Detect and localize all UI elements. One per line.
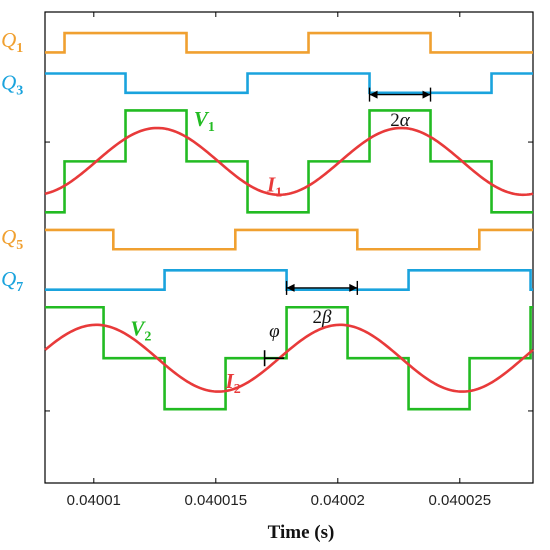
series-group (44, 31, 534, 411)
label-V1: V1 (194, 107, 215, 135)
series-Q1 (45, 31, 533, 54)
plot-frame (44, 11, 534, 484)
dimension-label: 2α (390, 110, 411, 131)
phase-shift-marker (263, 350, 285, 367)
series-V1 (45, 109, 533, 214)
label-Q5: Q5 (1, 225, 23, 253)
x-tick-label: 0.040025 (429, 492, 492, 509)
series-labels: Q1 Q3 V1 I1 Q5 Q7 V2 I2 (1, 28, 282, 397)
series-Q7 (45, 269, 533, 291)
series-I2 (44, 323, 534, 393)
label-V2: V2 (130, 316, 151, 344)
label-Q7: Q7 (1, 267, 23, 295)
label-I1: I1 (266, 172, 282, 200)
dimension-label: 2β (312, 307, 332, 328)
ticks: 0.04001 0.040015 0.04002 0.040025 (45, 12, 533, 509)
label-I2: I2 (225, 369, 241, 397)
x-axis-label: Time (s) (268, 522, 335, 543)
label-Q1: Q1 (1, 28, 23, 56)
series-Q3 (45, 72, 533, 95)
phase-label: φ (269, 321, 280, 342)
dimension-two-beta (285, 280, 359, 295)
series-V2 (45, 305, 533, 411)
x-tick-label: 0.040015 (185, 492, 248, 509)
annotations-group: 2α 2β φ (263, 87, 432, 367)
dimension-two-alpha (368, 87, 432, 102)
label-Q3: Q3 (1, 70, 23, 98)
x-tick-label: 0.04002 (311, 492, 365, 509)
series-I1 (44, 126, 534, 197)
x-tick-label: 0.04001 (67, 492, 121, 509)
axes-box (44, 11, 534, 484)
series-Q5 (45, 228, 533, 251)
